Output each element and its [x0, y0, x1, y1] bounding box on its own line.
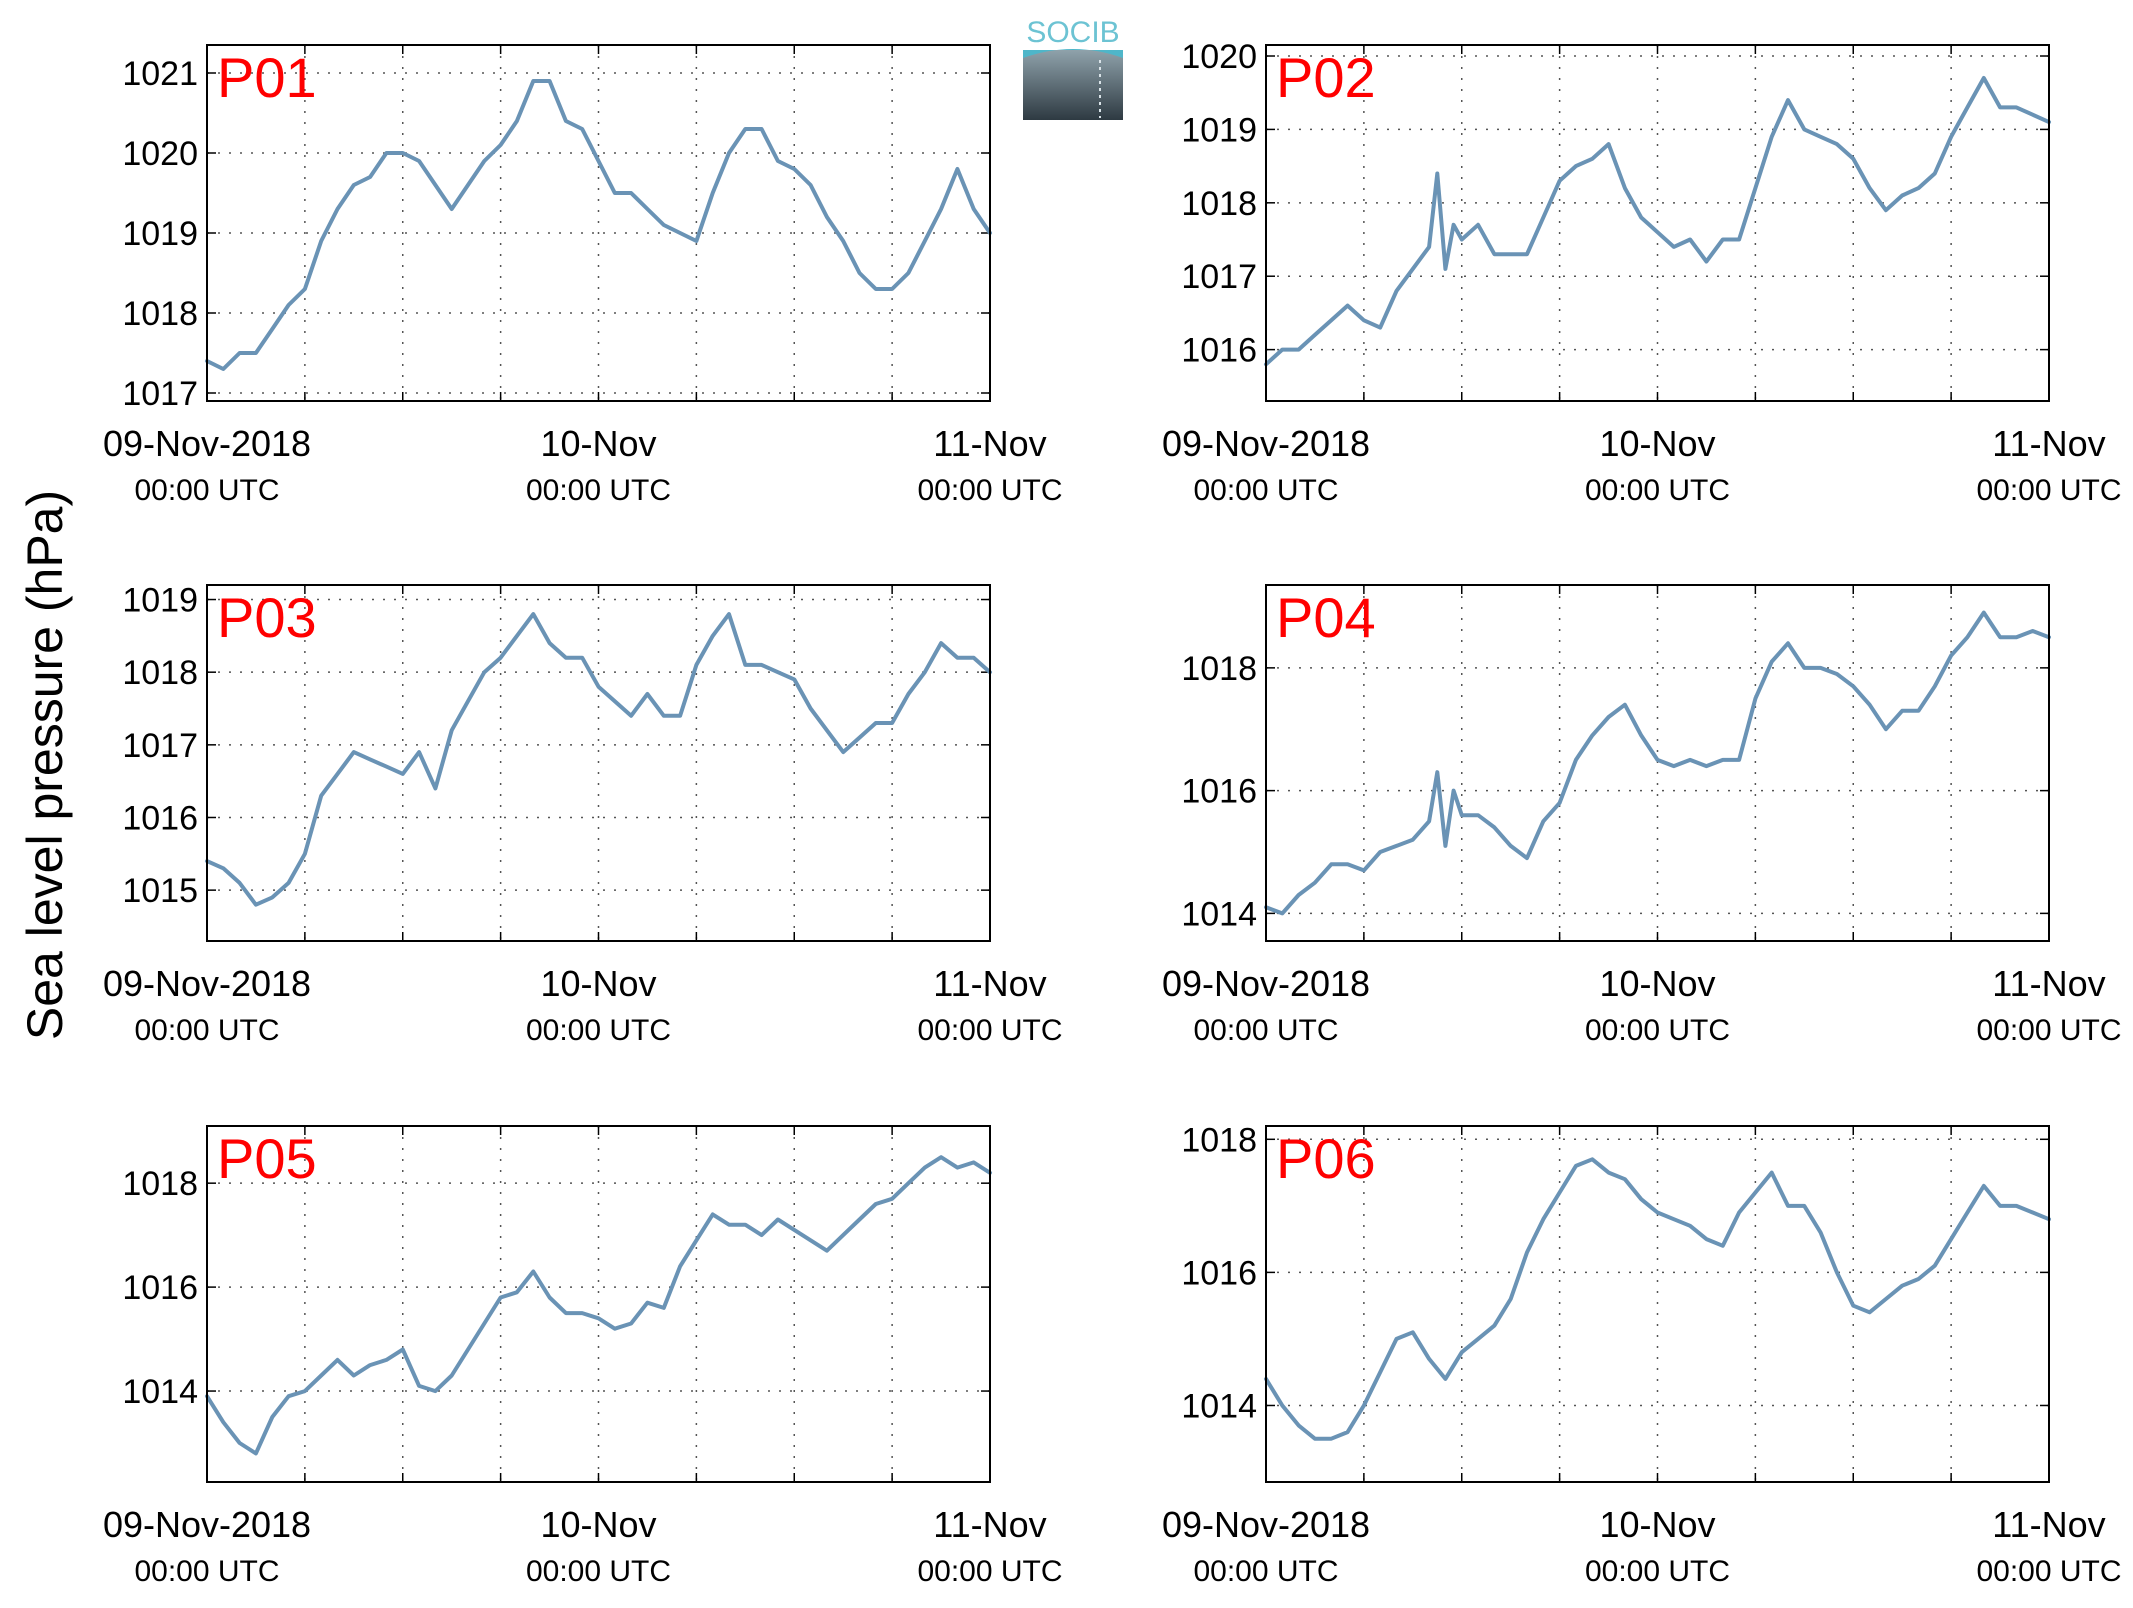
x-tick-sublabel: 00:00 UTC [917, 474, 1062, 507]
axes-frame [206, 1125, 991, 1483]
socib-logo: SOCIB [1023, 16, 1123, 120]
x-tick-label: 10-Nov [540, 963, 656, 1004]
panel-p02: 1016 1017 1018 1019 1020 P02 09-Nov-2018 00:00 … [1162, 38, 2122, 507]
y-tick-label: 1018 [1181, 1121, 1257, 1159]
x-tick-label: 09-Nov-2018 [1162, 1504, 1370, 1545]
y-tick-label: 1018 [122, 654, 198, 692]
x-tick-label: 11-Nov [1992, 1504, 2105, 1545]
y-tick-label: 1017 [122, 727, 198, 765]
x-tick-label: 11-Nov [1992, 963, 2105, 1004]
logo-wave [1023, 49, 1123, 58]
axes-frame [206, 44, 991, 402]
x-tick-sublabel: 00:00 UTC [1193, 1014, 1338, 1047]
axes-frame [1265, 584, 2050, 942]
x-tick-label: 10-Nov [1599, 423, 1715, 464]
logo-text: SOCIB [1026, 16, 1119, 49]
logo-block [1023, 50, 1123, 120]
x-tick-sublabel: 00:00 UTC [917, 1555, 1062, 1588]
y-tick-label: 1018 [1181, 650, 1257, 688]
y-tick-label: 1014 [122, 1373, 198, 1411]
panel-p01: 1017 1018 1019 1020 1021 P01 09-Nov-2018 00:00 … [103, 44, 1063, 507]
x-tick-sublabel: 00:00 UTC [917, 1014, 1062, 1047]
x-tick-sublabel: 00:00 UTC [1585, 1014, 1730, 1047]
series-line-p02 [1264, 76, 2051, 367]
axes-frame [1265, 44, 2050, 402]
panel-p03: 1015 1016 1017 1018 1019 P03 09-Nov-2018 00:00 … [103, 582, 1063, 1047]
panel-label: P01 [217, 46, 317, 109]
y-tick-label: 1021 [122, 55, 198, 93]
x-tick-sublabel: 00:00 UTC [526, 1555, 671, 1588]
x-tick-label: 11-Nov [933, 423, 1046, 464]
panel-label: P06 [1276, 1127, 1376, 1190]
panel-p06: 1014 1016 1018 P06 09-Nov-2018 00:00 UTC 10-No… [1162, 1121, 2122, 1588]
y-tick-label: 1017 [1181, 258, 1257, 296]
x-tick-sublabel: 00:00 UTC [526, 1014, 671, 1047]
y-tick-label: 1017 [122, 375, 198, 413]
x-tick-sublabel: 00:00 UTC [1976, 1555, 2121, 1588]
axes-frame [1265, 1125, 2050, 1483]
x-tick-sublabel: 00:00 UTC [134, 1014, 279, 1047]
y-tick-label: 1020 [122, 135, 198, 173]
x-tick-sublabel: 00:00 UTC [1585, 1555, 1730, 1588]
x-tick-sublabel: 00:00 UTC [1193, 474, 1338, 507]
series-line-p06 [1264, 1157, 2051, 1441]
x-tick-label: 09-Nov-2018 [103, 423, 311, 464]
y-tick-label: 1019 [122, 215, 198, 253]
y-tick-label: 1019 [122, 582, 198, 620]
y-tick-label: 1020 [1181, 38, 1257, 76]
x-tick-sublabel: 00:00 UTC [1976, 474, 2121, 507]
x-tick-label: 10-Nov [1599, 963, 1715, 1004]
x-tick-sublabel: 00:00 UTC [526, 474, 671, 507]
panel-label: P03 [217, 586, 317, 649]
y-tick-label: 1018 [1181, 185, 1257, 223]
y-tick-label: 1014 [1181, 895, 1257, 933]
y-tick-label: 1016 [122, 1269, 198, 1307]
x-tick-sublabel: 00:00 UTC [134, 1555, 279, 1588]
x-tick-label: 09-Nov-2018 [1162, 423, 1370, 464]
x-tick-sublabel: 00:00 UTC [1193, 1555, 1338, 1588]
series-line-p04 [1264, 610, 2051, 916]
x-tick-label: 11-Nov [933, 1504, 1046, 1545]
y-tick-label: 1016 [1181, 1254, 1257, 1292]
y-axis-label: Sea level pressure (hPa) [17, 490, 73, 1040]
series-line-p03 [205, 612, 992, 907]
axes-frame [206, 584, 991, 942]
y-tick-label: 1016 [1181, 773, 1257, 811]
series-line-p05 [205, 1155, 992, 1456]
y-tick-label: 1018 [122, 295, 198, 333]
x-tick-sublabel: 00:00 UTC [1976, 1014, 2121, 1047]
panel-p04: 1014 1016 1018 P04 09-Nov-2018 00:00 UTC 10-No… [1162, 584, 2122, 1047]
x-tick-sublabel: 00:00 UTC [1585, 474, 1730, 507]
y-tick-label: 1014 [1181, 1387, 1257, 1425]
x-tick-label: 09-Nov-2018 [1162, 963, 1370, 1004]
y-tick-label: 1019 [1181, 111, 1257, 149]
panel-label: P05 [217, 1127, 317, 1190]
x-tick-label: 09-Nov-2018 [103, 1504, 311, 1545]
panel-label: P04 [1276, 586, 1376, 649]
x-tick-label: 10-Nov [540, 1504, 656, 1545]
y-tick-label: 1018 [122, 1165, 198, 1203]
panel-p05: 1014 1016 1018 P05 09-Nov-2018 00:00 UTC 10-No… [103, 1125, 1063, 1588]
x-tick-label: 10-Nov [540, 423, 656, 464]
x-tick-label: 11-Nov [933, 963, 1046, 1004]
x-tick-label: 09-Nov-2018 [103, 963, 311, 1004]
y-tick-label: 1016 [1181, 332, 1257, 370]
panels: 1017 1018 1019 1020 1021 P01 09-Nov-2018 00:00 … [103, 38, 2122, 1588]
y-tick-label: 1015 [122, 872, 198, 910]
x-tick-sublabel: 00:00 UTC [134, 474, 279, 507]
x-tick-label: 10-Nov [1599, 1504, 1715, 1545]
x-tick-label: 11-Nov [1992, 423, 2105, 464]
panel-label: P02 [1276, 46, 1376, 109]
series-line-p01 [205, 79, 992, 371]
y-tick-label: 1016 [122, 799, 198, 837]
